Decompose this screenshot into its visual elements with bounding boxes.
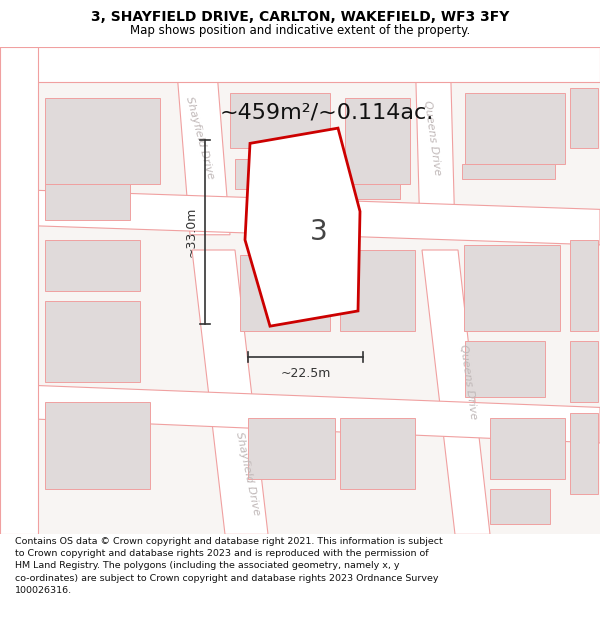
Polygon shape <box>192 250 268 534</box>
Text: ~33.0m: ~33.0m <box>185 207 198 258</box>
Polygon shape <box>0 189 600 245</box>
Polygon shape <box>230 92 330 148</box>
Text: ~459m²/~0.114ac.: ~459m²/~0.114ac. <box>220 103 434 123</box>
Polygon shape <box>175 47 230 235</box>
Polygon shape <box>45 184 130 219</box>
Polygon shape <box>465 92 565 164</box>
Polygon shape <box>570 88 598 148</box>
Polygon shape <box>422 250 490 534</box>
Polygon shape <box>570 240 598 331</box>
Polygon shape <box>235 159 295 189</box>
Polygon shape <box>45 240 140 291</box>
Text: Queens Drive: Queens Drive <box>458 344 478 420</box>
Polygon shape <box>240 255 330 331</box>
Polygon shape <box>345 184 400 199</box>
Polygon shape <box>345 98 410 184</box>
Polygon shape <box>45 402 150 489</box>
Polygon shape <box>45 301 140 382</box>
Text: Shayfield Drive: Shayfield Drive <box>234 431 262 516</box>
Polygon shape <box>0 47 600 82</box>
Text: ~22.5m: ~22.5m <box>280 367 331 380</box>
Polygon shape <box>45 98 160 184</box>
Polygon shape <box>0 384 600 443</box>
Text: Queens Drive: Queens Drive <box>422 100 442 176</box>
Text: Shayfield Drive: Shayfield Drive <box>184 96 216 181</box>
Polygon shape <box>570 412 598 494</box>
Polygon shape <box>415 47 455 235</box>
Text: 3: 3 <box>310 217 328 246</box>
Polygon shape <box>465 341 545 398</box>
Polygon shape <box>340 418 415 489</box>
Polygon shape <box>248 418 335 479</box>
Text: Map shows position and indicative extent of the property.: Map shows position and indicative extent… <box>130 24 470 36</box>
Polygon shape <box>340 250 415 331</box>
Polygon shape <box>464 245 560 331</box>
Polygon shape <box>462 164 555 179</box>
Polygon shape <box>245 128 360 326</box>
Polygon shape <box>570 341 598 402</box>
Polygon shape <box>0 47 38 534</box>
Polygon shape <box>490 489 550 524</box>
Text: Contains OS data © Crown copyright and database right 2021. This information is : Contains OS data © Crown copyright and d… <box>15 537 443 595</box>
Polygon shape <box>490 418 565 479</box>
Text: 3, SHAYFIELD DRIVE, CARLTON, WAKEFIELD, WF3 3FY: 3, SHAYFIELD DRIVE, CARLTON, WAKEFIELD, … <box>91 10 509 24</box>
